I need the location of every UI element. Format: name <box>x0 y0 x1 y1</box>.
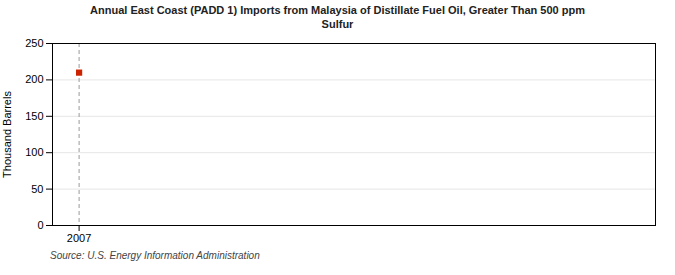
html-text:Annual East Coast (PADD 1) Imp: Annual East Coast (PADD 1) Imports from … <box>90 4 585 30</box>
svg-text:250: 250 <box>25 37 43 49</box>
svg-text:Thousand Barrels: Thousand Barrels <box>1 91 13 178</box>
svg-text:2007: 2007 <box>67 232 91 244</box>
svg-text:50: 50 <box>31 183 43 195</box>
svg-text:150: 150 <box>25 110 43 122</box>
svg-text:0: 0 <box>37 219 43 231</box>
svg-text:100: 100 <box>25 146 43 158</box>
svg-text:200: 200 <box>25 73 43 85</box>
html-text:Source: U.S. Energy Informatio: Source: U.S. Energy Information Administ… <box>50 250 260 261</box>
